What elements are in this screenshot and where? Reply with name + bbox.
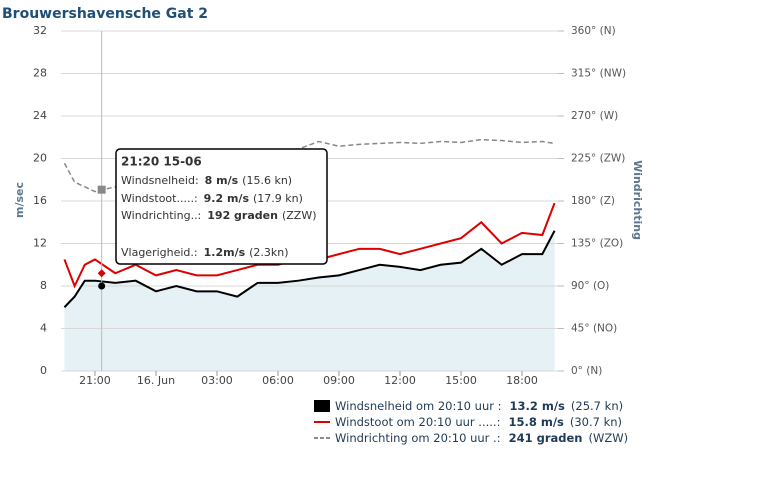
x-tick-label: 21:00	[79, 374, 111, 387]
tooltip-label: Vlagerigheid.:	[121, 246, 198, 259]
y2-tick-label: 270° (W)	[571, 110, 618, 122]
tooltip-value: 1.2m/s	[204, 246, 246, 259]
tooltip-label: Windrichting..:	[121, 209, 201, 222]
legend-extra: (WZW)	[588, 431, 628, 445]
y2-tick-label: 360° (N)	[571, 25, 616, 37]
x-tick-label: 18:00	[506, 374, 538, 387]
hover-gust-dot	[97, 269, 106, 278]
hover-speed-dot	[98, 282, 106, 290]
legend-swatch	[314, 400, 330, 412]
legend-extra: (25.7 kn)	[571, 399, 623, 413]
y-tick-label: 24	[33, 109, 47, 122]
legend-value: 241 graden	[509, 431, 583, 445]
y2-tick-label: 0° (N)	[571, 365, 602, 377]
legend-extra: (30.7 kn)	[570, 415, 622, 429]
y-tick-label: 0	[40, 364, 47, 377]
legend-entry: Windsnelheid om 20:10 uur : 13.2 m/s (25.7…	[335, 399, 623, 413]
tooltip-label: Windsnelheid:	[121, 174, 199, 187]
y-tick-label: 12	[33, 237, 47, 250]
x-tick-label: 12:00	[384, 374, 416, 387]
legend-value: 15.8 m/s	[508, 415, 564, 429]
y2-axis-title: Windrichting	[631, 160, 644, 240]
legend-name: Windrichting om 20:10 uur .:	[335, 431, 501, 445]
x-tick-label: 09:00	[323, 374, 355, 387]
tooltip-label: Windstoot.....:	[121, 192, 198, 205]
y-tick-label: 16	[33, 194, 47, 207]
tooltip-extra: (15.6 kn)	[242, 174, 292, 187]
legend-name: Windstoot om 20:10 uur .....:	[335, 415, 500, 429]
y2-tick-label: 90° (O)	[571, 280, 609, 292]
y2-tick-label: 225° (ZW)	[571, 153, 625, 165]
area	[64, 230, 555, 371]
y-tick-label: 20	[33, 152, 47, 165]
y2-tick-label: 315° (NW)	[571, 68, 626, 80]
y2-tick-label: 180° (Z)	[571, 195, 615, 207]
y2-tick-label: 135° (ZO)	[571, 238, 623, 250]
y2-tick-label: 45° (NO)	[571, 323, 617, 335]
tooltip-extra: (17.9 kn)	[253, 192, 303, 205]
tooltip-extra: (2.3kn)	[249, 246, 288, 259]
tooltip-value: 9.2 m/s	[204, 192, 250, 205]
y-tick-label: 28	[33, 67, 47, 80]
tooltip-value: 8 m/s	[205, 174, 239, 187]
x-tick-label: 16. Jun	[137, 374, 175, 387]
tooltip-extra: (ZZW)	[282, 209, 317, 222]
chart-title: Brouwershavensche Gat 2	[2, 6, 208, 22]
hover-direction-dot	[97, 185, 106, 194]
tooltip-row: Windrichting..: 192 graden (ZZW)	[121, 209, 316, 222]
x-tick-label: 03:00	[201, 374, 233, 387]
legend-name: Windsnelheid om 20:10 uur :	[335, 399, 502, 413]
y-tick-label: 4	[40, 322, 47, 335]
line-0	[63, 230, 556, 308]
legend-entry: Windstoot om 20:10 uur .....: 15.8 m/s (30…	[335, 415, 622, 429]
tooltip-value: 192 graden	[207, 209, 278, 222]
y-tick-label: 32	[33, 24, 47, 37]
tooltip-row: Windsnelheid: 8 m/s (15.6 kn)	[121, 174, 292, 187]
tooltip-box	[115, 148, 328, 265]
x-tick-label: 06:00	[262, 374, 294, 387]
y-axis-title: m/sec	[13, 182, 26, 218]
y-tick-label: 8	[40, 279, 47, 292]
tooltip-title: 21:20 15-06	[121, 155, 202, 169]
x-tick-label: 15:00	[445, 374, 477, 387]
tooltip-row: Windstoot.....: 9.2 m/s (17.9 kn)	[121, 192, 303, 205]
legend-value: 13.2 m/s	[510, 399, 566, 413]
tooltip-row: Vlagerigheid.: 1.2m/s (2.3kn)	[121, 246, 289, 259]
legend-entry: Windrichting om 20:10 uur .: 241 graden (W…	[335, 431, 628, 445]
